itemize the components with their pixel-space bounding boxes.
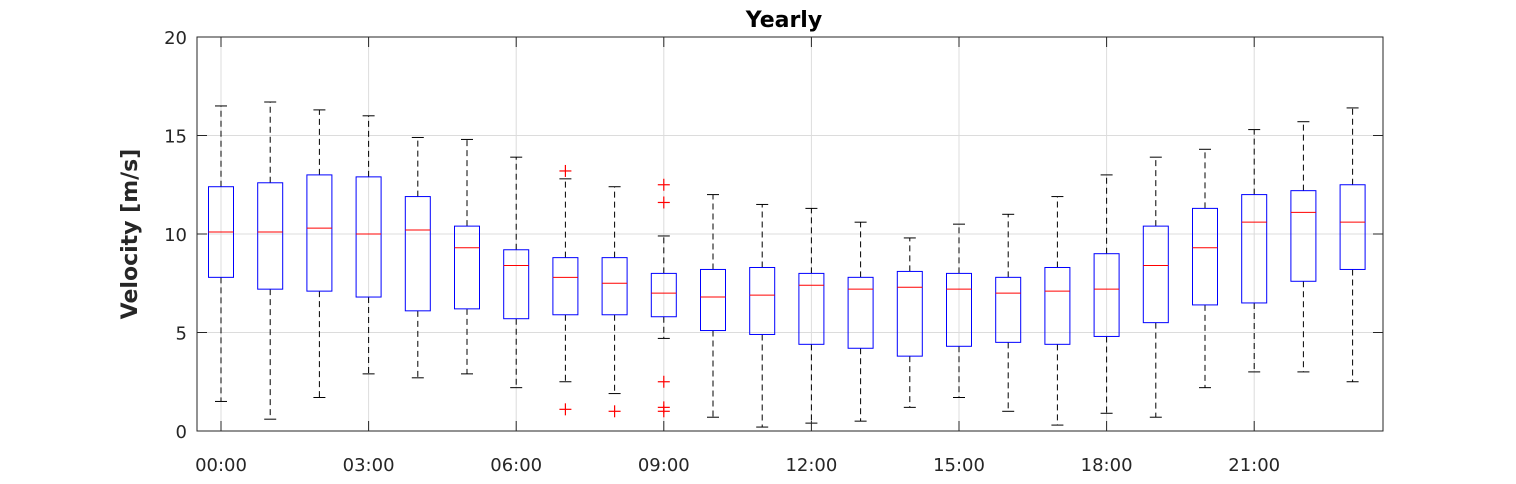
tick-layer: 0 5 10 15 20 00:00 03:00 06:00 09:00 12:00 15:00 18…	[164, 28, 1383, 476]
outlier-marker	[657, 375, 670, 388]
outlier-marker	[559, 403, 572, 416]
chart-title: Yearly	[745, 8, 822, 33]
y-axis-label: Velocity [m/s]	[118, 149, 143, 320]
outlier-marker	[559, 164, 572, 177]
iqr-box	[503, 249, 530, 320]
box-group	[404, 136, 431, 379]
box-layer	[208, 101, 1366, 428]
box-group	[798, 207, 825, 424]
x-tick-label: 21:00	[1228, 455, 1280, 476]
iqr-box	[306, 174, 333, 292]
box-group	[650, 178, 677, 418]
iqr-box	[798, 272, 825, 345]
outlier-marker	[657, 196, 670, 209]
box-group	[749, 203, 776, 428]
x-tick-label: 00:00	[195, 455, 247, 476]
iqr-box	[1339, 184, 1366, 270]
iqr-box	[1241, 194, 1268, 304]
box-group	[1290, 121, 1317, 373]
x-tick-label: 15:00	[933, 455, 985, 476]
box-group	[847, 221, 874, 422]
x-tick-label: 06:00	[490, 455, 542, 476]
iqr-box	[896, 270, 923, 357]
box-group	[1192, 148, 1218, 389]
box-group	[601, 186, 628, 418]
box-group	[896, 237, 923, 408]
x-tick-label: 03:00	[343, 455, 395, 476]
box-group	[355, 115, 382, 375]
iqr-box	[355, 176, 382, 298]
iqr-box	[552, 257, 579, 316]
box-group	[946, 223, 972, 399]
iqr-box	[454, 225, 480, 310]
iqr-box	[1192, 207, 1218, 306]
box-group	[208, 105, 234, 402]
box-group	[1044, 196, 1071, 426]
iqr-box	[1044, 266, 1071, 345]
box-group	[1339, 107, 1366, 383]
box-group	[1241, 129, 1268, 373]
box-group	[454, 138, 480, 375]
box-group	[1142, 156, 1169, 418]
iqr-box	[404, 196, 431, 312]
y-tick-label: 15	[164, 127, 187, 148]
iqr-box	[995, 276, 1022, 343]
box-group	[503, 156, 530, 389]
outlier-marker	[657, 405, 670, 418]
x-tick-label: 09:00	[638, 455, 690, 476]
outlier-marker	[608, 405, 621, 418]
iqr-box	[847, 276, 874, 349]
iqr-box	[601, 257, 628, 316]
y-tick-label: 20	[164, 28, 187, 49]
iqr-box	[1093, 253, 1120, 337]
outlier-marker	[657, 178, 670, 191]
iqr-box	[1142, 225, 1169, 324]
box-group	[257, 101, 284, 420]
iqr-box	[257, 182, 284, 290]
box-group	[995, 213, 1022, 412]
y-tick-label: 0	[176, 422, 187, 443]
iqr-box	[650, 272, 677, 318]
y-tick-label: 10	[164, 225, 187, 246]
box-group	[700, 194, 726, 418]
iqr-box	[1290, 190, 1317, 282]
x-tick-label: 12:00	[785, 455, 837, 476]
iqr-box	[700, 268, 726, 332]
iqr-box	[749, 266, 776, 335]
box-group	[552, 164, 579, 416]
box-group	[1093, 174, 1120, 414]
y-tick-label: 5	[176, 324, 187, 345]
iqr-box	[946, 272, 972, 347]
x-tick-label: 18:00	[1081, 455, 1133, 476]
box-group	[306, 109, 333, 399]
